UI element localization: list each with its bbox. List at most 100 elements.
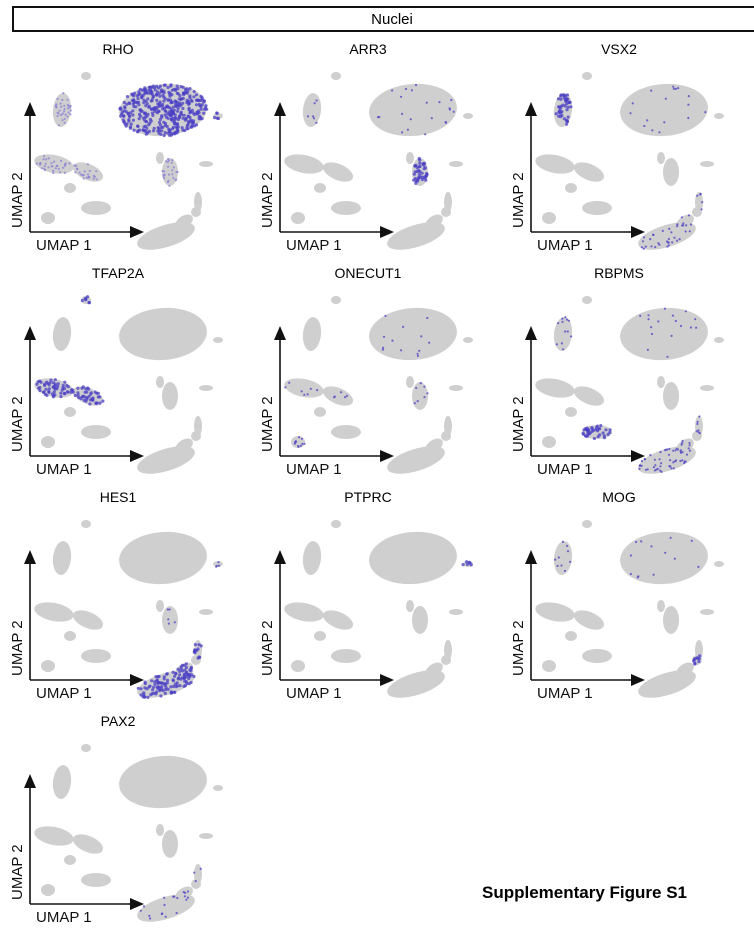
expressing-cell (312, 115, 315, 118)
expressing-cell (410, 89, 413, 92)
cell-cluster-micro (213, 785, 223, 791)
expressing-cell (151, 688, 155, 692)
expressing-cell (160, 125, 164, 130)
expressing-cell (161, 170, 164, 173)
cell-cluster-ganglion (81, 425, 111, 439)
expressing-cell (679, 449, 682, 452)
expressing-cell (87, 387, 91, 391)
expressing-cell (688, 444, 691, 447)
expressing-cell (167, 618, 170, 621)
expressing-cell (66, 98, 69, 101)
expressing-cell (164, 687, 168, 692)
expressing-cell (62, 166, 65, 169)
expressing-cell (163, 691, 167, 695)
expressing-cell (43, 167, 46, 171)
expressing-cell (658, 131, 661, 134)
expressing-cell (182, 113, 186, 117)
cell-cluster-small (199, 609, 213, 615)
expressing-cell (689, 326, 693, 329)
umap-scatter: UMAP 1 UMAP 2 (259, 72, 473, 254)
expressing-cell (172, 690, 176, 694)
expressing-cell (55, 106, 58, 109)
expressing-cell (409, 118, 412, 121)
expressing-cell (186, 102, 191, 106)
expressing-cell (119, 107, 123, 111)
expressing-cell (581, 432, 586, 436)
expressing-cell (215, 116, 219, 120)
expressing-cell (47, 390, 51, 394)
expressing-cell (56, 382, 60, 386)
cell-cluster-small (565, 407, 577, 417)
expressing-cell (555, 343, 558, 346)
expressing-cell (159, 132, 163, 136)
cell-cluster-amacrine (34, 826, 74, 846)
expressing-cell (682, 222, 685, 225)
expressing-cell (129, 111, 133, 115)
cell-cluster-horiz (41, 660, 55, 672)
expressing-cell (684, 460, 687, 463)
expressing-cell (157, 92, 161, 96)
cell-cluster-ganglion (331, 649, 361, 663)
expressing-cell (52, 171, 55, 175)
expressing-cell (50, 162, 53, 165)
expressing-cell (298, 436, 301, 439)
expressing-cell (180, 126, 184, 130)
panel-title: HES1 (99, 489, 137, 505)
expressing-cell (680, 216, 683, 219)
expressing-cell (179, 111, 183, 115)
expressing-cell (53, 382, 58, 386)
expressing-cell (59, 391, 63, 395)
expressing-cell (45, 380, 49, 384)
expressing-cell (36, 380, 40, 384)
expressing-cell (164, 915, 167, 918)
expressing-cell (166, 687, 170, 691)
expressing-cell (676, 239, 679, 242)
umap-scatter: UMAP 1 UMAP 2 (510, 296, 724, 478)
cell-cluster-rods (369, 531, 457, 585)
expressing-cell (131, 118, 135, 122)
expressing-cell (418, 169, 422, 174)
expressing-cell (188, 87, 192, 91)
expressing-cell (69, 113, 72, 116)
expressing-cell (402, 325, 405, 328)
expressing-cell (465, 560, 469, 564)
expressing-cell (643, 124, 646, 128)
y-axis-arrowhead (525, 102, 537, 116)
expressing-cell (153, 680, 157, 684)
expressing-cell (183, 91, 187, 95)
expressing-cell (146, 695, 150, 699)
expressing-cell (566, 115, 570, 119)
expressing-cell (592, 428, 596, 432)
expressing-cell (590, 426, 594, 430)
expressing-cell (125, 95, 130, 99)
umap-panel-mog: MOG UMAP 1 UMAP 2 (509, 486, 749, 712)
expressing-cell (163, 170, 166, 173)
expressing-cell (424, 133, 427, 136)
expressing-cell (669, 459, 672, 462)
expressing-cell (284, 386, 287, 389)
cell-cluster-muller (425, 214, 443, 230)
expressing-cell (142, 98, 146, 102)
expressing-cell (215, 111, 219, 115)
expressing-cell (79, 397, 83, 401)
expressing-cell (123, 105, 127, 109)
cell-cluster-muller (175, 214, 193, 230)
expressing-cell (674, 87, 677, 90)
expressing-cell (696, 422, 699, 426)
x-axis-arrowhead (130, 898, 144, 910)
expressing-cell (165, 124, 169, 129)
expressing-cell (65, 384, 69, 388)
expressing-cell (167, 622, 170, 625)
cell-cluster-top (81, 520, 91, 528)
expressing-cell (139, 687, 143, 691)
expressing-cell (61, 112, 64, 115)
cell-cluster-micro (714, 337, 724, 343)
x-axis-arrowhead (380, 674, 394, 686)
expressing-cell (98, 395, 102, 399)
expressing-cell (136, 97, 140, 101)
cell-cluster-amacrine (34, 602, 74, 622)
expressing-cell (684, 310, 687, 313)
expressing-cell (597, 427, 602, 431)
expressing-cell (138, 92, 142, 96)
expressing-cell (556, 564, 559, 567)
